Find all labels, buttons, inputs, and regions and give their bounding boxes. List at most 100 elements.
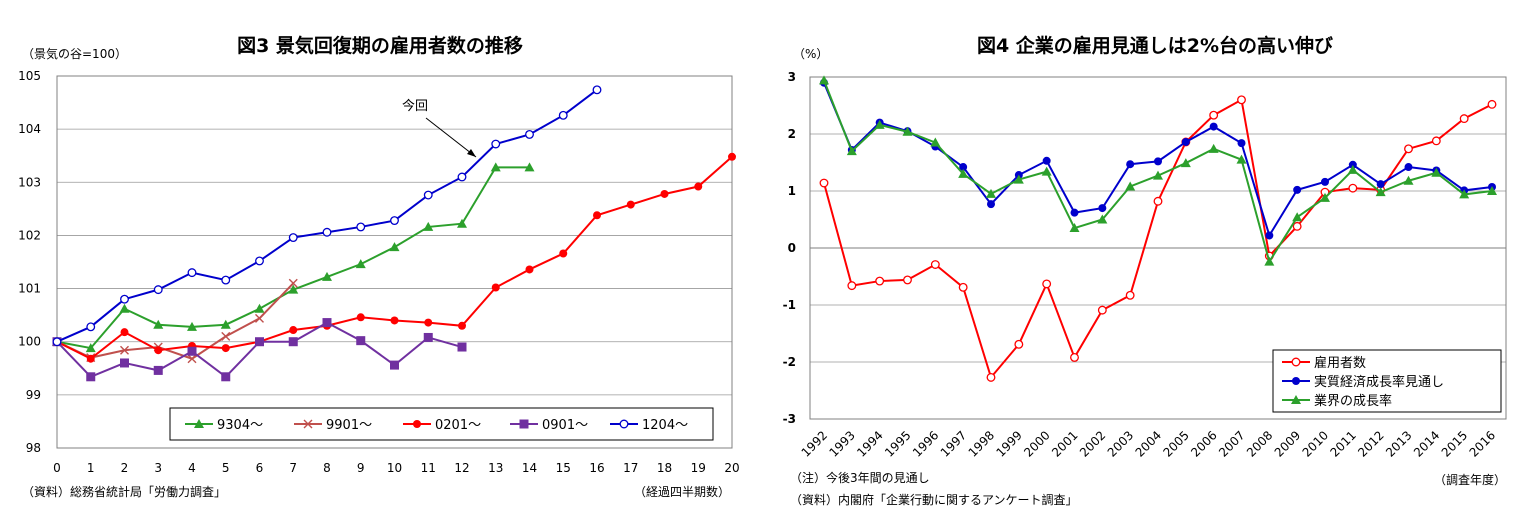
figure3-x-ticks: 0 1 2 3 4 5 6 7 8 9 10 11 12 13 14 15 16 17 18 19 20 [53, 461, 739, 475]
figure4-x-tick-label: 2014 [1411, 428, 1442, 459]
figure3-data-point [626, 200, 635, 209]
figure4-data-point [1404, 144, 1413, 154]
figure4-x-tick-label: 1994 [854, 428, 885, 459]
figure3-series-line [56, 321, 463, 379]
figure3-x-tick-label: 0 [53, 461, 61, 475]
figure4-data-point [874, 119, 885, 129]
figure4-legend-label: 業界の成長率 [1314, 393, 1392, 409]
figure3-y-tick-label: 105 [18, 69, 41, 83]
figure3-data-point [187, 268, 197, 278]
figure3-data-point [120, 358, 129, 368]
figure4-data-point [1209, 110, 1219, 120]
figure3-data-point [390, 316, 399, 325]
figure3-x-tick-label: 9 [357, 461, 365, 475]
figure3-series-line [56, 89, 598, 343]
figure4-x-tick-label: 2009 [1272, 428, 1303, 459]
figure4-series [819, 75, 1497, 382]
figure4-title: 図4 企業の雇用見通しは2%台の高い伸び [977, 34, 1333, 57]
figure3-data-point [86, 354, 95, 363]
figure3-data-point [694, 182, 703, 191]
figure3-source: （資料）総務省統計局「労働力調査」 [22, 484, 226, 499]
figure4-data-point [958, 282, 968, 292]
figure4-legend-label: 実質経済成長率見通し [1314, 374, 1444, 390]
figure3-legend-label: 0201〜 [435, 418, 481, 433]
figure4-data-point [1154, 157, 1162, 166]
figure3-data-point [255, 337, 264, 347]
figure4-x-tick-label: 2004 [1133, 428, 1164, 459]
figure3-series-0 [52, 162, 535, 353]
figure4-y-tick-label: 2 [788, 127, 796, 141]
figure3-data-point [187, 354, 197, 364]
figure4-data-point [1459, 114, 1469, 124]
figure3-annotation: 今回 [402, 98, 428, 114]
figure3-y-tick-label: 101 [18, 282, 41, 296]
figure4-data-point [930, 260, 940, 269]
figure3-x-tick-label: 10 [387, 461, 402, 475]
figure3-data-point [120, 294, 129, 304]
figure4-data-point [1041, 166, 1052, 176]
figure3-data-point [491, 283, 500, 292]
figure4-y-tick-label: -1 [783, 298, 796, 312]
figure3-series-2 [53, 152, 736, 363]
figure3-data-point [289, 326, 298, 335]
figure4-data-point [1403, 175, 1414, 185]
figure3-data-point [356, 222, 366, 232]
figure4-data-point [1487, 186, 1497, 195]
figure3-y-tick-label: 98 [26, 441, 41, 455]
figure3-series-line [56, 282, 294, 360]
figure4-x-label: （調査年度） [1434, 472, 1506, 487]
figure3: 図3 景気回復期の雇用者数の推移 （景気の谷=100） 989910010110… [18, 34, 740, 499]
figure3-series-4 [52, 85, 602, 347]
figure3-data-point [423, 221, 434, 231]
figure4-data-point [1459, 189, 1470, 199]
figure3-gridlines [57, 128, 732, 396]
figure3-x-tick-label: 5 [222, 461, 230, 475]
figure3-data-point [85, 343, 96, 353]
figure4-data-point [1014, 339, 1024, 349]
figure3-y-tick-label: 100 [18, 335, 41, 349]
figure3-data-point [221, 344, 230, 353]
figure4-legend-label: 雇用者数 [1314, 355, 1366, 371]
figure4-x-tick-label: 2015 [1439, 428, 1470, 459]
figure3-data-point [154, 346, 163, 355]
figure3-legend-marker [194, 419, 204, 428]
figure4-y-tick-label: -3 [783, 412, 796, 426]
figure4-data-point [959, 163, 968, 172]
figure4-x-tick-label: 2011 [1327, 428, 1358, 459]
figure4-x-tick-label: 1999 [993, 428, 1024, 459]
figure3-data-point [322, 227, 332, 237]
figure3-legend-label: 0901〜 [542, 418, 588, 433]
figure4-data-point [1069, 223, 1080, 233]
figure4-data-point [875, 276, 885, 286]
figure4-y-tick-label: 1 [788, 184, 796, 198]
figure4-data-point [1042, 156, 1051, 165]
figure3-data-point [356, 336, 366, 346]
figure4-data-point [1153, 196, 1163, 206]
figure3-data-point [86, 322, 96, 332]
figure3-data-point [120, 345, 129, 355]
figure3-x-tick-label: 6 [256, 461, 264, 475]
figure4-data-point [1013, 174, 1024, 184]
figure3-x-tick-label: 7 [289, 461, 297, 475]
figure4-data-point [1431, 136, 1441, 146]
figure4-x-tick-label: 2003 [1105, 428, 1136, 459]
figure4-y-ticks: -3 -2 -1 0 1 2 3 [783, 70, 796, 426]
figure3-data-point [525, 130, 534, 139]
figure3-data-point [220, 319, 231, 329]
figure4-data-point [903, 275, 912, 285]
figure4-plot-border [809, 76, 1507, 420]
figure3-plot-border [56, 75, 733, 449]
figure3-x-tick-label: 17 [623, 461, 638, 475]
figure3-data-point [255, 256, 264, 266]
figure4-data-point [1237, 139, 1246, 148]
figure4-x-tick-label: 1992 [799, 428, 830, 459]
figure3-legend-label: 9901〜 [326, 418, 372, 433]
figure4-data-point [1375, 187, 1386, 197]
figure3-legend: 9304〜 9901〜 0201〜 0901〜 1204〜 [185, 418, 688, 433]
figure4-x-tick-label: 2010 [1300, 428, 1331, 459]
figure4-data-point [1237, 95, 1246, 105]
figure3-x-tick-label: 1 [87, 461, 95, 475]
figure3-data-point [52, 337, 62, 347]
figure4-data-point [1209, 122, 1218, 131]
